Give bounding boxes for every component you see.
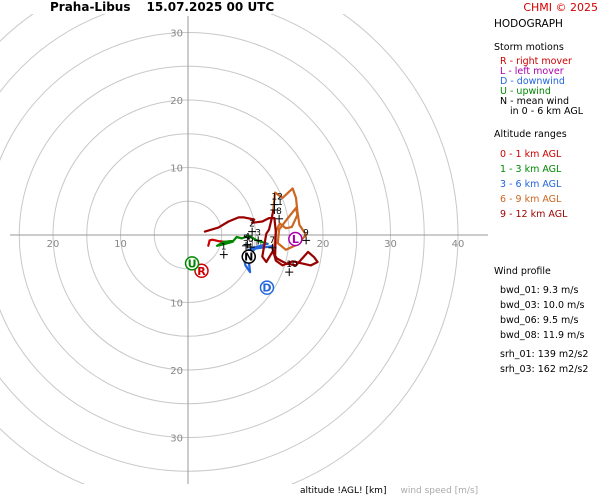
storm-motion-l: L - left mover <box>500 66 564 77</box>
footer: altitude !AGL! [km] wind speed [m/s] <box>300 486 478 496</box>
storm-motion-label: U <box>188 257 197 270</box>
bwd-06: bwd_06: 9.5 m/s <box>500 315 579 326</box>
chart-title: Praha-Libus 15.07.2025 00 UTC <box>50 0 274 14</box>
storm-motion-circle <box>241 249 256 264</box>
altitude-unit-label: altitude !AGL! [km] <box>300 486 387 496</box>
altitude-marker-label: 3 <box>255 228 261 238</box>
storm-motion-r: R - right mover <box>500 56 572 67</box>
altitude-range-9-12: 9 - 12 km AGL <box>500 209 568 220</box>
storm-motion-circle <box>259 280 275 295</box>
storm-motions-title: Storm motions <box>494 42 564 53</box>
ring-labels: 30 20 10 10 20 30 20 10 10 20 30 40 <box>47 29 465 445</box>
altitude-marker-label: 4 <box>244 232 250 242</box>
storm-motion-label: L <box>292 233 299 246</box>
storm-motion-circle <box>194 263 209 279</box>
tick-label-up: 30 <box>170 29 183 40</box>
hodograph-segment <box>215 234 269 247</box>
storm-motion-circle <box>184 256 200 271</box>
srh-03: srh_03: 162 m2/s2 <box>500 364 589 375</box>
tick-label-up: 20 <box>170 96 183 107</box>
storm-motion-u: U - upwind <box>500 86 551 97</box>
sounding-datetime: 15.07.2025 00 UTC <box>146 0 275 14</box>
tick-label-right: 10 <box>249 239 262 250</box>
hodograph-segment <box>272 187 308 251</box>
bwd-01: bwd_01: 9.3 m/s <box>500 285 579 296</box>
srh-01: srh_01: 139 m2/s2 <box>500 349 589 360</box>
wind-speed-unit-label: wind speed [m/s] <box>400 486 479 496</box>
wind-profile-panel: Wind profile bwd_01: 9.3 m/s bwd_03: 10.… <box>494 266 588 379</box>
tick-label-right: 30 <box>384 239 397 250</box>
storm-motion-d: D - downwind <box>500 76 565 87</box>
wind-profile-title: Wind profile <box>494 266 551 277</box>
range-ring <box>0 14 425 472</box>
altitude-marker-label: 1 <box>221 243 227 253</box>
altitude-range-1-3: 1 - 3 km AGL <box>500 164 562 175</box>
altitude-range-6-9: 6 - 9 km AGL <box>500 194 562 205</box>
hodograph-segment <box>242 242 276 274</box>
tick-label-left: 20 <box>47 239 60 250</box>
altitude-marker-label: 11 <box>271 198 282 208</box>
storm-motion-n-note: in 0 - 6 km AGL <box>510 106 584 117</box>
station-name: Praha-Libus <box>50 0 131 14</box>
storm-motion-circle <box>288 231 303 247</box>
legend-panel: HODOGRAPH Storm motions R - right mover … <box>494 18 600 220</box>
tick-label-down: 10 <box>170 299 183 310</box>
legend-title: HODOGRAPH <box>494 18 563 30</box>
altitude-marker-label: 6 <box>248 235 254 245</box>
altitude-marker-label: 9 <box>303 228 309 238</box>
tick-label-right: 40 <box>452 239 465 250</box>
altitude-marker-label: 8 <box>276 207 282 217</box>
tick-label-right: 20 <box>317 239 330 250</box>
storm-motion-markers: R L D U N <box>184 231 303 295</box>
storm-motion-n: N - mean wind <box>500 96 569 107</box>
tick-label-down: 20 <box>170 366 183 377</box>
tick-label-down: 30 <box>170 434 183 445</box>
hodograph-segment <box>203 210 319 267</box>
altitude-range-0-1: 0 - 1 km AGL <box>500 149 562 160</box>
tick-label-left: 10 <box>114 239 127 250</box>
tick-label-up: 10 <box>170 164 183 175</box>
altitude-marker-label: 12 <box>271 193 282 203</box>
bwd-08: bwd_08: 11.9 m/s <box>500 330 585 341</box>
storm-motion-label: R <box>197 265 206 278</box>
bwd-03: bwd_03: 10.0 m/s <box>500 300 585 311</box>
altitude-marker-label: 7 <box>269 236 275 246</box>
altitude-range-3-6: 3 - 6 km AGL <box>500 179 562 190</box>
altitude-segments <box>203 187 319 274</box>
altitude-marker-label: 10 <box>286 260 298 270</box>
storm-motion-label: D <box>262 282 271 295</box>
credit-label: CHMI © 2025 <box>523 1 598 14</box>
altitude-marker-label: 5 <box>243 234 249 244</box>
altitude-ranges-title: Altitude ranges <box>494 129 567 140</box>
altitude-marker-label: 2 <box>249 220 255 230</box>
storm-motion-label: N <box>244 251 253 264</box>
